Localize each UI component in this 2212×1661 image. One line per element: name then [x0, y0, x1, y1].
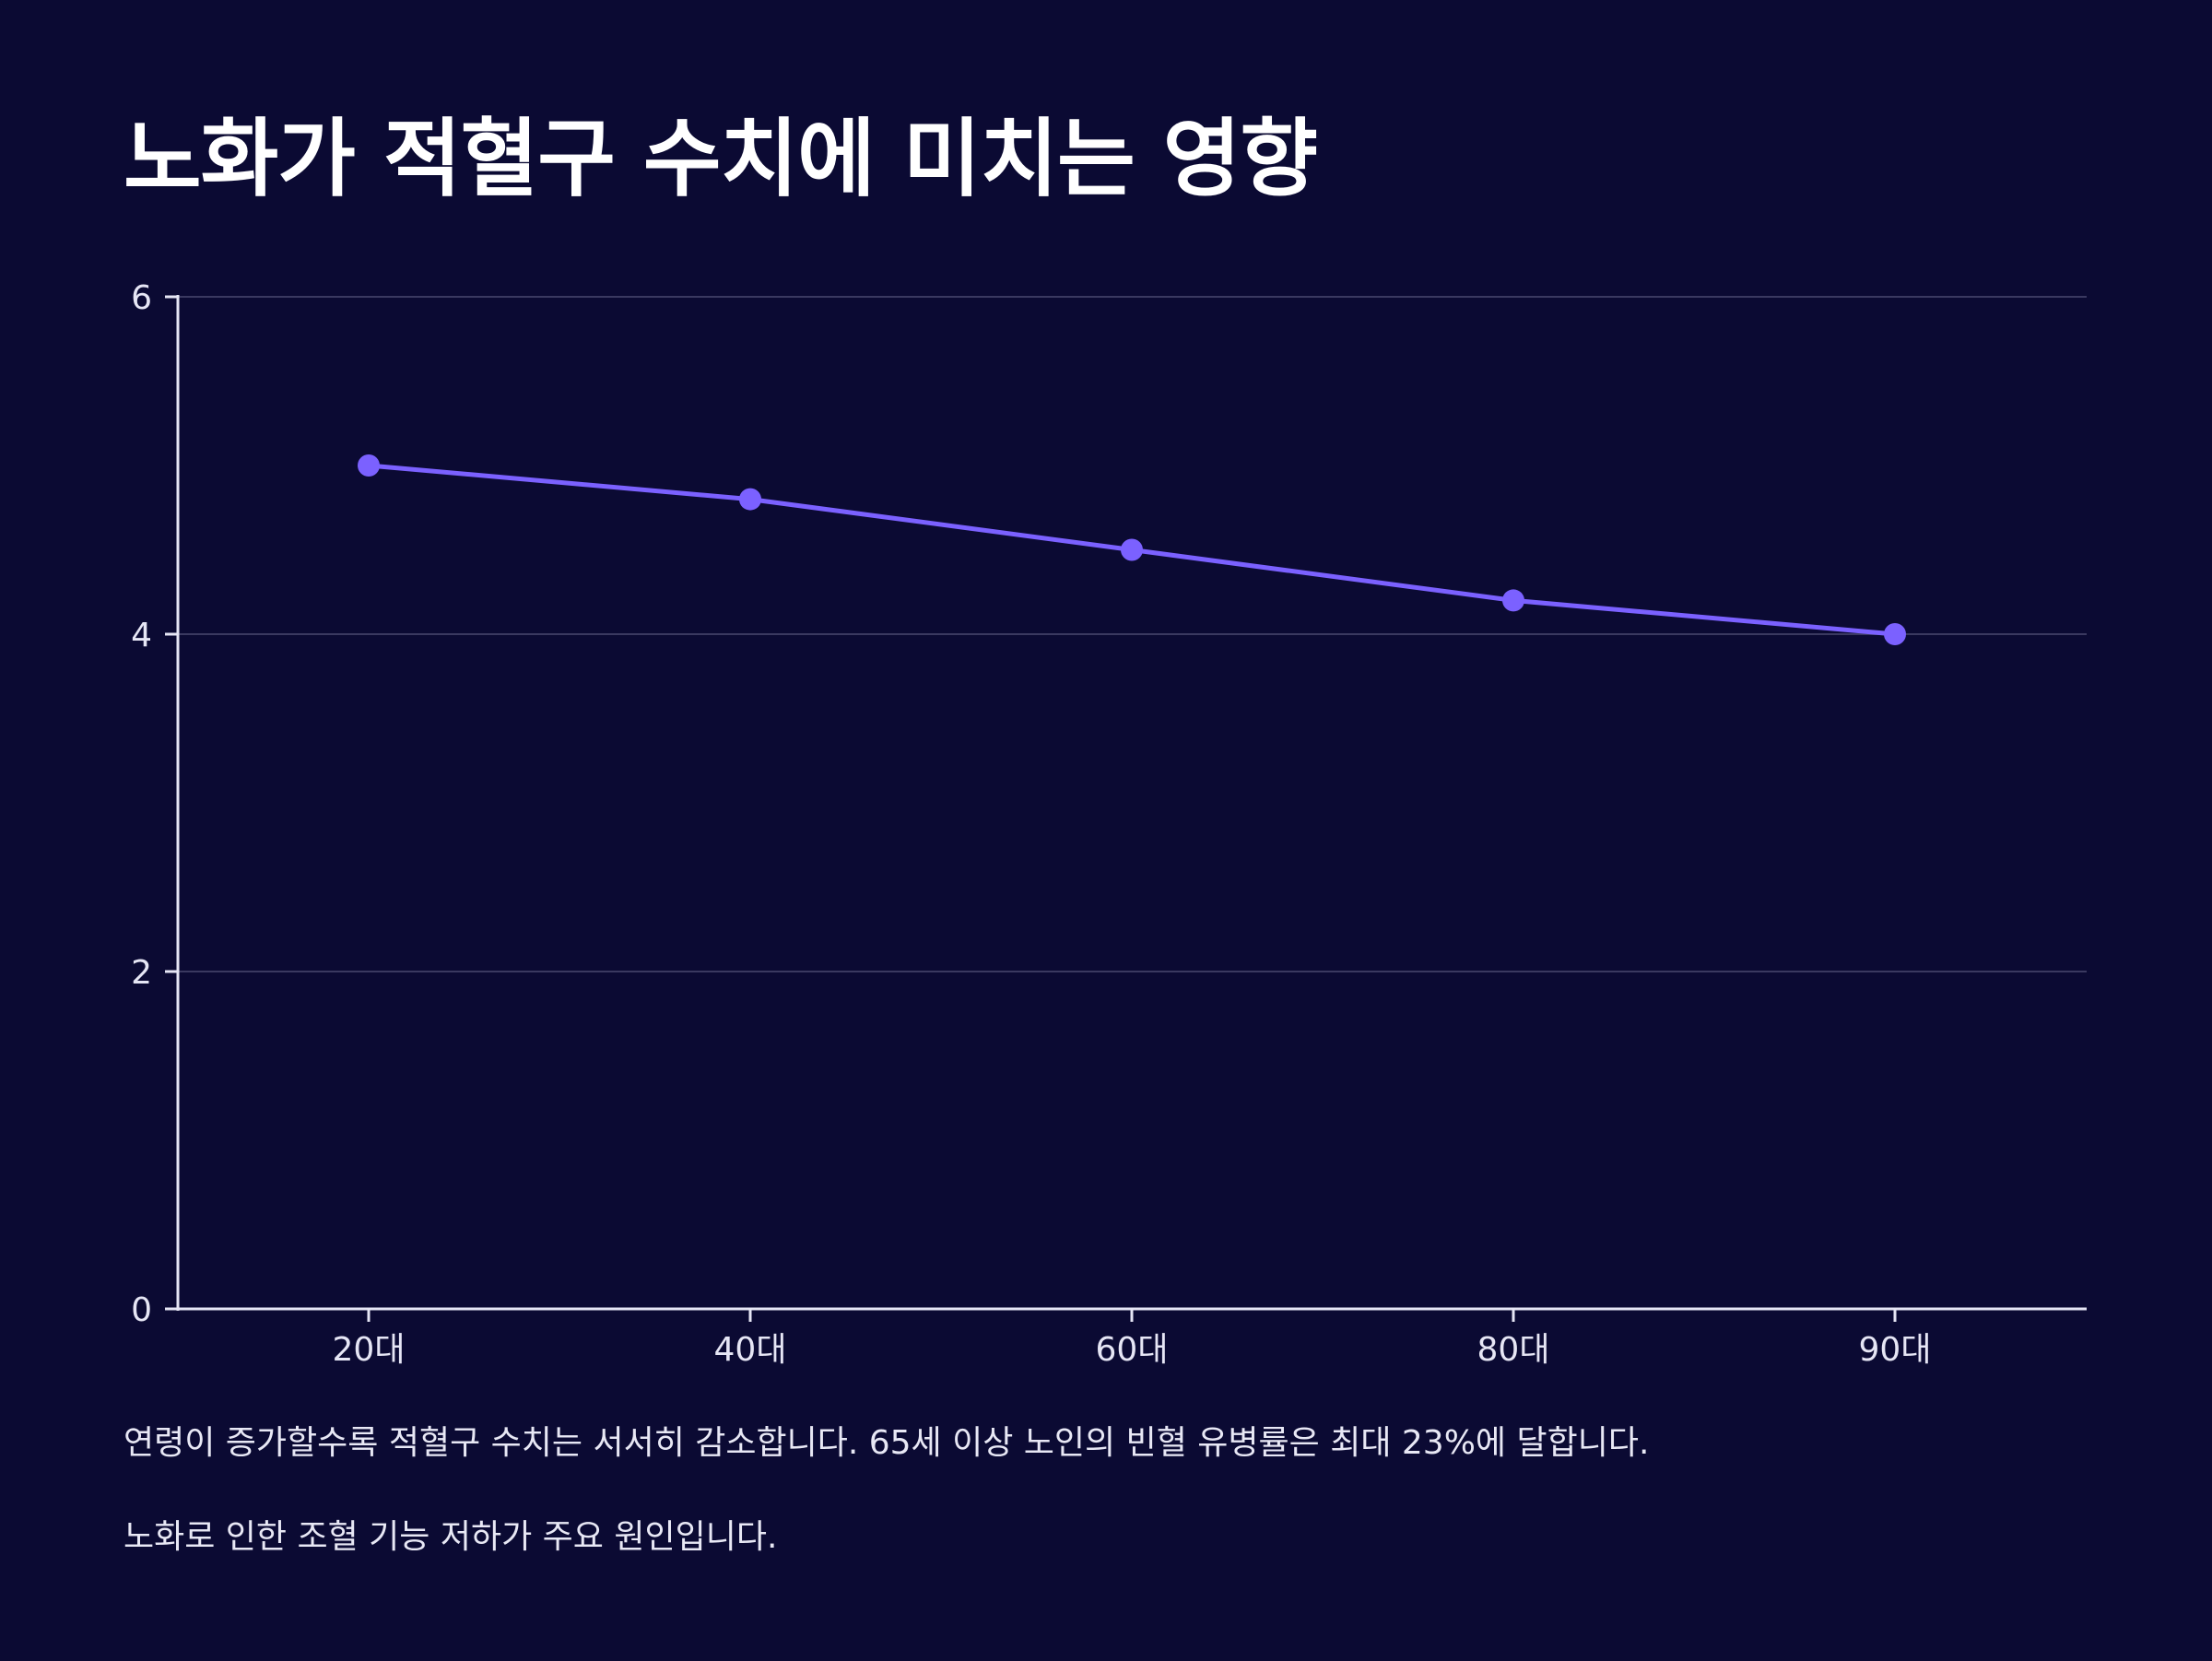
x-tick-label: 90대	[1859, 1331, 1932, 1369]
x-tick-label: 20대	[333, 1331, 406, 1369]
tick-labels: 0 2 4 6 20대 40대 60대 80대 90대	[131, 279, 1931, 1369]
x-tick-label: 80대	[1477, 1331, 1550, 1369]
data-point	[358, 454, 380, 477]
y-tick-label: 2	[131, 954, 152, 992]
caption-description: 연령이 증가할수록 적혈구 수치는 서서히 감소합니다. 65세 이상 노인의 …	[124, 1424, 1650, 1462]
caption-cause: 노화로 인한 조혈 기능 저하가 주요 원인입니다.	[124, 1518, 778, 1556]
y-tick-label: 0	[131, 1291, 152, 1329]
chart-title: 노화가 적혈구 수치에 미치는 영향	[124, 110, 1318, 208]
y-tick-label: 6	[131, 279, 152, 317]
series	[358, 454, 1906, 645]
data-point	[1884, 623, 1906, 645]
x-tick-label: 60대	[1096, 1331, 1169, 1369]
data-point	[1121, 538, 1143, 561]
x-tick-label: 40대	[714, 1331, 787, 1369]
data-point	[739, 488, 761, 511]
y-tick-label: 4	[131, 617, 152, 654]
data-point	[1502, 589, 1524, 612]
axes	[165, 295, 2087, 1322]
grid-lines	[178, 296, 2087, 972]
